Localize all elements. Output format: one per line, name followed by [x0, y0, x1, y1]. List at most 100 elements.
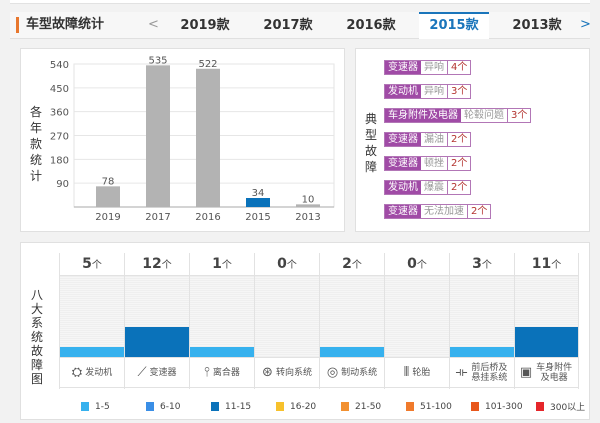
- chart-ylabel: 各年款统计: [29, 105, 42, 183]
- tab-bar: 车型故障统计 < 2019款 2017款 2016款 2015款 2013款 >: [10, 12, 591, 39]
- count-unit: 个: [416, 260, 427, 271]
- legend-label: 101-300: [485, 401, 523, 412]
- legend-item: 6-10: [146, 400, 211, 413]
- bar-value-label: 522: [198, 59, 217, 70]
- legend-label: 16-20: [290, 401, 317, 412]
- fault-count: 3个: [511, 110, 528, 121]
- fault-issue: 漏油: [421, 133, 448, 146]
- fault-system: 变速器: [385, 205, 421, 218]
- count-value: 0: [407, 256, 417, 272]
- legend-swatch: [81, 402, 89, 411]
- tab-2017[interactable]: 2017款: [263, 18, 313, 33]
- fault-tag[interactable]: 变速器 无法加速 2个: [384, 204, 492, 219]
- system-label[interactable]: ⟛ 前后桥及悬挂系统: [450, 357, 514, 388]
- system-column: 11个 ▣ 车身附件及电器: [514, 253, 579, 389]
- system-count: 12个: [125, 253, 189, 276]
- count-unit: 个: [481, 260, 492, 271]
- system-column: 5个 ⛭ 发动机: [59, 253, 124, 389]
- clutch-pedal-icon: ⫯: [204, 364, 210, 380]
- system-label[interactable]: ◎ 制动系统: [320, 357, 384, 388]
- systems-panel: 八大系统故障图 5个 ⛭ 发动机 12个 ⟋ 变速器 1个 ⫯ 离合器 0个 ⊛ 转向系统 2个 ◎ 制动系…: [20, 242, 590, 420]
- system-label[interactable]: ⊛ 转向系统: [255, 357, 319, 388]
- system-column: 3个 ⟛ 前后桥及悬挂系统: [449, 253, 514, 389]
- fault-tag[interactable]: 车身附件及电器 轮毂问题 3个: [384, 108, 532, 123]
- yearly-stats-panel: 各年款统计 90 180 270 360 450 540 78 2019 535 2017 522 2…: [20, 48, 345, 232]
- legend-label: 21-50: [355, 401, 382, 412]
- y-tick-label: 540: [50, 60, 69, 71]
- fault-issue: 无法加速: [421, 205, 468, 218]
- count-value: 3: [472, 256, 482, 272]
- x-tick-label: 2015: [245, 212, 270, 223]
- count-unit: 个: [91, 260, 102, 271]
- fault-tag[interactable]: 发动机 爆震 2个: [384, 180, 472, 195]
- system-count: 0个: [255, 253, 319, 276]
- yearly-bar-chart: 90 180 270 360 450 540 78 2019 535 2017 522 2016 34 2…: [50, 55, 335, 223]
- system-label[interactable]: ⦀ 轮胎: [385, 357, 449, 388]
- tab-2016[interactable]: 2016款: [346, 18, 396, 33]
- x-tick-label: 2013: [295, 212, 320, 223]
- system-label[interactable]: ⛭ 发动机: [60, 357, 124, 388]
- bar-value-label: 34: [252, 188, 265, 199]
- system-column: 0个 ⊛ 转向系统: [254, 253, 319, 389]
- engine-icon: ⛭: [71, 364, 83, 380]
- prev-arrow-icon[interactable]: <: [148, 17, 159, 32]
- fault-issue: 异响: [421, 61, 448, 74]
- bar-value-label: 78: [102, 176, 115, 187]
- fault-system: 发动机: [385, 181, 421, 194]
- tab-2015[interactable]: 2015款: [419, 12, 489, 39]
- systems-label: 八大系统故障图: [30, 288, 43, 386]
- fault-count: 3个: [451, 86, 468, 97]
- system-label[interactable]: ⫯ 离合器: [190, 357, 254, 388]
- legend-swatch: [211, 402, 219, 411]
- legend-swatch: [406, 402, 414, 411]
- system-bar: [60, 347, 124, 357]
- y-tick-label: 90: [56, 179, 69, 190]
- count-value: 1: [212, 256, 222, 272]
- fault-issue: 异响: [421, 85, 448, 98]
- system-name: 离合器: [212, 367, 240, 378]
- legend-label: 11-15: [225, 401, 252, 412]
- steering-wheel-icon: ⊛: [262, 364, 273, 380]
- fault-count: 2个: [451, 134, 468, 145]
- fault-system: 变速器: [385, 133, 421, 146]
- legend-item: 21-50: [341, 400, 406, 413]
- count-value: 0: [277, 256, 287, 272]
- bar-2019: [96, 186, 120, 207]
- system-label[interactable]: ⟋ 变速器: [125, 357, 189, 388]
- system-bar: [515, 327, 578, 357]
- count-unit: 个: [351, 260, 362, 271]
- fault-tag[interactable]: 发动机 异响 3个: [384, 84, 472, 99]
- count-unit: 个: [286, 260, 297, 271]
- next-arrow-icon[interactable]: >: [580, 17, 591, 32]
- system-bar: [450, 347, 514, 357]
- fault-count: 2个: [471, 206, 488, 217]
- fault-tag[interactable]: 变速器 顿挫 2个: [384, 156, 472, 171]
- system-label[interactable]: ▣ 车身附件及电器: [515, 357, 578, 388]
- bar-2015: [246, 197, 270, 207]
- count-value: 2: [342, 256, 352, 272]
- faults-label: 典型故障: [364, 112, 377, 174]
- legend-item: 11-15: [211, 400, 276, 413]
- bar-zone: [450, 276, 514, 357]
- legend-label: 51-100: [420, 401, 452, 412]
- fault-tag[interactable]: 变速器 漏油 2个: [384, 132, 472, 147]
- tab-2013[interactable]: 2013款: [512, 18, 562, 33]
- bar-zone: [60, 276, 124, 357]
- y-tick-label: 180: [50, 155, 69, 166]
- tab-2019[interactable]: 2019款: [180, 18, 230, 33]
- section-title: 车型故障统计: [16, 17, 104, 33]
- bar-2017: [146, 65, 170, 208]
- system-count: 5个: [60, 253, 124, 276]
- y-tick-label: 360: [50, 108, 69, 119]
- x-tick-label: 2016: [195, 212, 220, 223]
- fault-tag[interactable]: 变速器 异响 4个: [384, 60, 472, 75]
- bar-zone: [190, 276, 254, 357]
- bar-2013: [296, 204, 320, 207]
- bar-2016: [196, 68, 220, 207]
- count-unit: 个: [221, 260, 232, 271]
- suspension-icon: ⟛: [455, 364, 468, 380]
- legend-label: 6-10: [160, 401, 181, 412]
- system-count: 0个: [385, 253, 449, 276]
- fault-issue: 顿挫: [421, 157, 448, 170]
- typical-faults-panel: 典型故障 变速器 异响 4个 发动机 异响 3个 车身附件及电器 轮毂问题 3个 变速器 漏油 2个变…: [355, 48, 590, 232]
